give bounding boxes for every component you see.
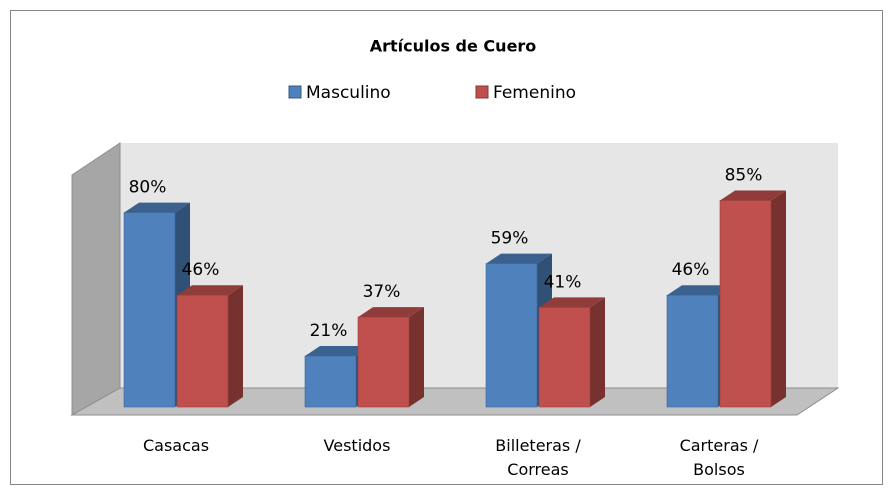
legend-swatch [288,85,302,99]
value-label: 21% [310,321,348,341]
bar-top [124,202,190,213]
bar-side [771,190,786,407]
x-tick-label: Casacas [142,436,210,455]
bar-top [305,345,371,356]
bar-side [590,297,605,407]
value-label: 85% [725,165,763,185]
back-wall [120,143,838,388]
bar-top [667,285,733,296]
legend-label: Masculino [306,83,391,103]
bar-top [486,253,552,264]
bar-top [539,297,605,308]
x-tick-label: Billeteras / Correas [495,436,581,479]
bar-side [409,307,424,407]
value-label: 41% [544,272,582,292]
value-label: 59% [491,229,529,249]
bar-top [358,307,424,318]
legend-swatch [475,85,489,99]
legend-label: Femenino [493,83,576,103]
bar-top [720,190,786,201]
chart-title: Artículos de Cuero [370,37,537,56]
bar [485,263,538,408]
bar [304,355,357,408]
value-label: 80% [129,178,167,198]
value-label: 37% [363,282,401,302]
floor [70,387,840,416]
bar [666,294,719,408]
value-label: 46% [672,260,710,280]
bar [719,200,772,408]
bar [123,212,176,408]
side-wall [71,142,121,416]
x-tick-label: Vestidos [323,436,391,455]
x-tick-label: Carteras / Bolsos [679,436,759,479]
bar [176,294,229,408]
bar [538,307,591,408]
bar [357,316,410,408]
bar-side [228,285,243,407]
value-label: 46% [182,260,220,280]
bar-top [177,285,243,296]
